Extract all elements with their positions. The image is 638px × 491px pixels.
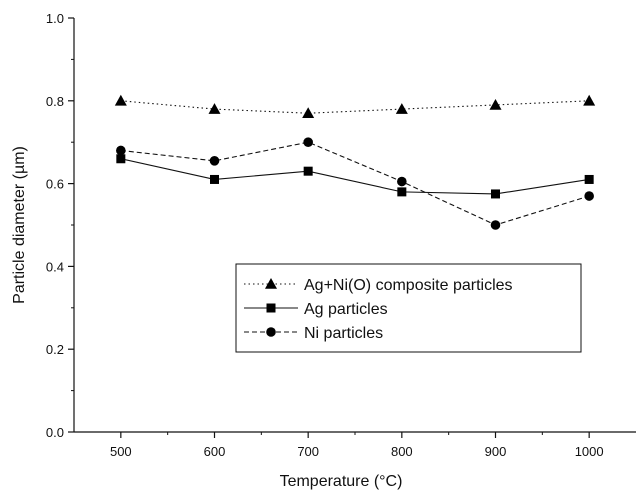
legend: Ag+Ni(O) composite particles Ag particles… [235,263,582,353]
x-tick-label: 800 [391,444,413,459]
series-square [116,154,594,199]
plot-frame [73,18,636,433]
y-axis-title: Particle diameter (µm) [11,146,28,304]
series-circle [116,137,594,230]
data-point [116,154,126,164]
x-tick-label: 500 [110,444,132,459]
data-point [208,103,221,114]
y-tick-label: 0.6 [46,177,64,192]
data-point [397,187,407,197]
x-axis-title: Temperature (°C) [280,473,403,490]
data-point [491,189,500,199]
y-tick-label: 0.0 [46,425,64,440]
series-triangle [114,94,596,119]
data-point [210,174,219,184]
data-point [209,156,220,166]
data-point [395,103,408,114]
data-point [116,145,126,156]
data-point [302,107,315,119]
legend-marker [266,303,276,313]
x-tick-label: 1000 [575,444,604,459]
legend-item: Ag particles [244,301,388,318]
data-point [583,94,596,106]
legend-label: Ag+Ni(O) composite particles [304,277,513,294]
x-tick-label: 900 [485,444,507,459]
y-tick-label: 0.2 [46,342,64,357]
series-line [120,141,590,226]
legend-marker [266,327,276,337]
data-point [114,94,127,106]
data-point [489,98,502,110]
legend-label: Ag particles [304,301,388,318]
data-point [584,174,594,184]
legend-marker [265,278,277,289]
data-point [303,137,313,147]
series-layer [114,94,596,230]
data-point [397,176,407,187]
data-point [584,191,594,201]
data-point [490,220,501,230]
series-line [120,100,590,114]
legend-items: Ag+Ni(O) composite particles Ag particles… [244,277,513,342]
y-axis-ticks: 0.0 0.2 0.4 0.6 0.8 1.0 [46,11,74,440]
legend-label: Ni particles [304,325,383,342]
legend-item: Ni particles [244,325,383,342]
x-tick-label: 700 [297,444,319,459]
legend-item: Ag+Ni(O) composite particles [244,277,513,294]
y-tick-label: 0.8 [46,94,64,109]
y-tick-label: 1.0 [46,11,64,26]
data-point [303,166,313,176]
series-line [120,158,590,195]
y-tick-label: 0.4 [46,259,64,274]
x-axis-ticks: 500 600 700 800 900 1000 [110,432,604,459]
x-tick-label: 600 [204,444,226,459]
